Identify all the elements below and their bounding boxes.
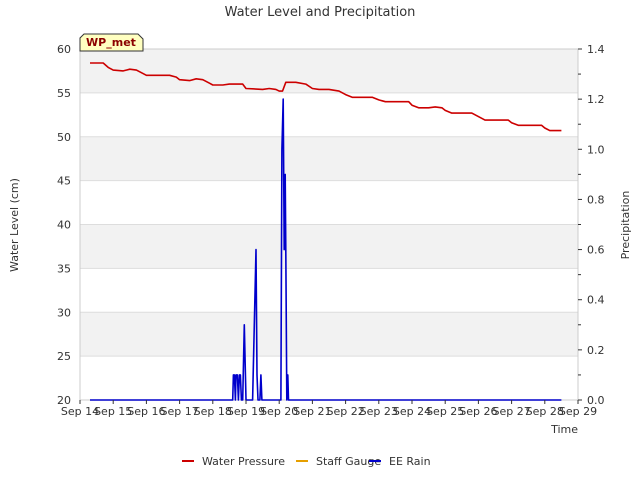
plot-band: [80, 224, 578, 269]
y-axis-left-label: Water Level (cm): [8, 178, 21, 272]
y-left-tick-label: 55: [57, 87, 71, 100]
y-right-tick-label: 1.2: [587, 93, 605, 106]
x-tick-label: Sep 27: [492, 405, 530, 418]
legend-label: Staff Gauge: [316, 455, 381, 468]
legend: Water Pressure Staff Gauge EE Rain: [182, 455, 431, 468]
y-right-tick-label: 0.8: [587, 193, 605, 206]
x-tick-label: Sep 28: [526, 405, 564, 418]
y-left-tick-label: 35: [57, 262, 71, 275]
x-tick-label: Sep 20: [260, 405, 298, 418]
y-left-tick-label: 20: [57, 394, 71, 407]
legend-label: EE Rain: [389, 455, 431, 468]
x-tick-label: Sep 19: [227, 405, 265, 418]
x-tick-label: Sep 22: [326, 405, 364, 418]
series-layer: [90, 62, 562, 401]
y-left-tick-label: 45: [57, 175, 71, 188]
legend-label: Water Pressure: [202, 455, 285, 468]
x-axis-label: Time: [550, 423, 578, 436]
y-axis-right-label: Precipitation: [619, 191, 632, 260]
site-badge-label: WP_met: [86, 36, 136, 49]
plot-band: [80, 312, 578, 357]
x-tick-label: Sep 23: [360, 405, 398, 418]
series-line-ee-rain: [90, 98, 562, 401]
y-left-tick-label: 50: [57, 131, 71, 144]
y-right-tick-label: 0.4: [587, 294, 605, 307]
plot-background: [80, 49, 578, 357]
y-left-tick-label: 60: [57, 43, 71, 56]
y-right-tick-label: 1.4: [587, 43, 605, 56]
x-tick-label: Sep 29: [559, 405, 597, 418]
site-badge: WP_met: [79, 33, 144, 52]
x-tick-label: Sep 24: [393, 405, 431, 418]
x-tick-label: Sep 25: [426, 405, 464, 418]
plot-band: [80, 136, 578, 181]
series-line-water-pressure: [90, 62, 562, 132]
x-tick-label: Sep 16: [127, 405, 165, 418]
x-tick-label: Sep 15: [94, 405, 132, 418]
y-right-tick-label: 1.0: [587, 143, 605, 156]
x-tick-label: Sep 14: [61, 405, 99, 418]
y-left-tick-label: 30: [57, 306, 71, 319]
x-tick-label: Sep 21: [293, 405, 331, 418]
y-right-tick-label: 0.0: [587, 394, 605, 407]
y-axis-left: 20 25 30 35 40 45 50 55 60: [57, 43, 71, 407]
y-left-tick-label: 25: [57, 350, 71, 363]
x-tick-label: Sep 17: [160, 405, 198, 418]
chart-title: Water Level and Precipitation: [225, 5, 416, 20]
plot-band: [80, 49, 578, 93]
y-left-tick-label: 40: [57, 219, 71, 232]
x-tick-label: Sep 26: [459, 405, 497, 418]
y-axis-right: 0.0 0.2 0.4 0.6 0.8 1.0 1.2 1.4: [578, 43, 605, 407]
y-right-tick-label: 0.6: [587, 244, 605, 257]
y-right-tick-label: 0.2: [587, 344, 605, 357]
x-tick-label: Sep 18: [194, 405, 232, 418]
